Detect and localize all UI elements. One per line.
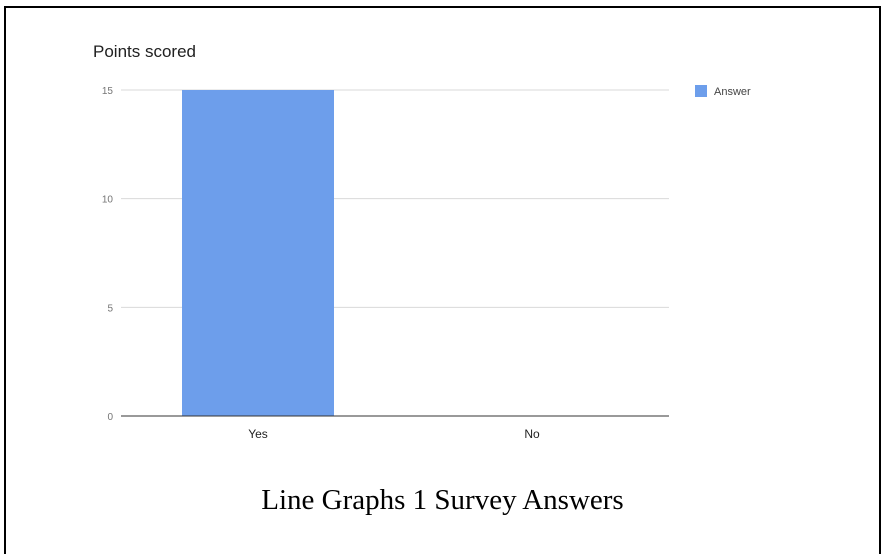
y-tick-label: 0 [107,412,113,423]
legend: Answer [695,85,751,98]
x-tick-label: No [524,427,540,441]
y-tick-label: 15 [102,86,114,97]
x-axis-ticks: Yes No [248,427,540,441]
bar-yes [182,90,334,416]
figure-caption: Line Graphs 1 Survey Answers [261,484,624,516]
y-axis-ticks: 0 5 10 15 [102,86,114,423]
x-tick-label: Yes [248,427,268,441]
y-tick-label: 10 [102,195,114,206]
legend-label: Answer [714,86,751,98]
bars [182,90,334,416]
figure-frame [4,6,881,554]
chart-title: Points scored [93,42,196,61]
legend-swatch [695,85,707,97]
y-tick-label: 5 [107,303,113,314]
